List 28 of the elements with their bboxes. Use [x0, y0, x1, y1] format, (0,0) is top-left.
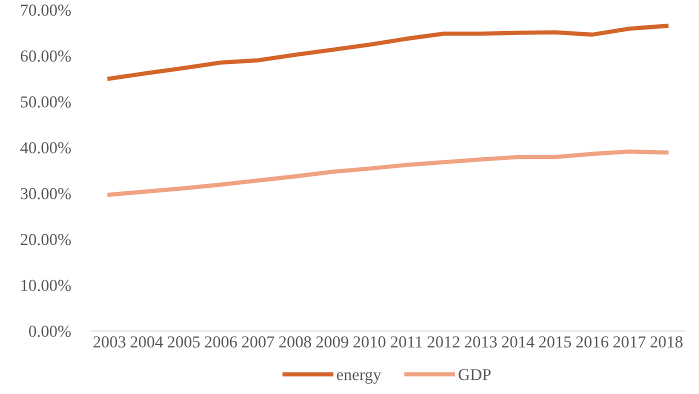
- x-tick-label: 2017: [613, 336, 646, 348]
- x-tick-label: 2013: [464, 336, 497, 348]
- x-tick-label: 2009: [316, 336, 348, 348]
- y-tick-label: 60.00%: [20, 50, 71, 62]
- x-tick-label: 2016: [576, 336, 608, 348]
- x-tick-label: 2003: [94, 336, 126, 348]
- line-series: [107, 150, 669, 197]
- x-tick-label: 2011: [390, 336, 422, 348]
- y-tick-label: 10.00%: [22, 280, 71, 292]
- y-tick-label: 40.00%: [20, 142, 71, 154]
- y-tick-label: 0.00%: [29, 326, 71, 337]
- line-series: [107, 24, 669, 81]
- x-tick-label: 2008: [279, 336, 312, 348]
- x-tick-label: 2015: [539, 336, 572, 348]
- legend-label: GDP: [458, 369, 491, 380]
- y-tick-label: 30.00%: [20, 188, 71, 200]
- x-tick-label: 2010: [353, 336, 386, 348]
- x-tick-label: 2007: [242, 336, 274, 348]
- x-tick-label: 2006: [204, 336, 238, 348]
- y-tick-label: 50.00%: [21, 96, 71, 108]
- x-tick-label: 2004: [130, 336, 163, 348]
- y-tick-label: 20.00%: [20, 234, 71, 246]
- y-tick-label: 70.00%: [21, 4, 71, 16]
- x-tick-label: 2018: [650, 336, 682, 348]
- legend-label: energy: [336, 372, 382, 384]
- x-tick-label: 2012: [428, 336, 460, 348]
- x-tick-label: 2005: [168, 336, 200, 348]
- x-tick-label: 2014: [502, 336, 534, 348]
